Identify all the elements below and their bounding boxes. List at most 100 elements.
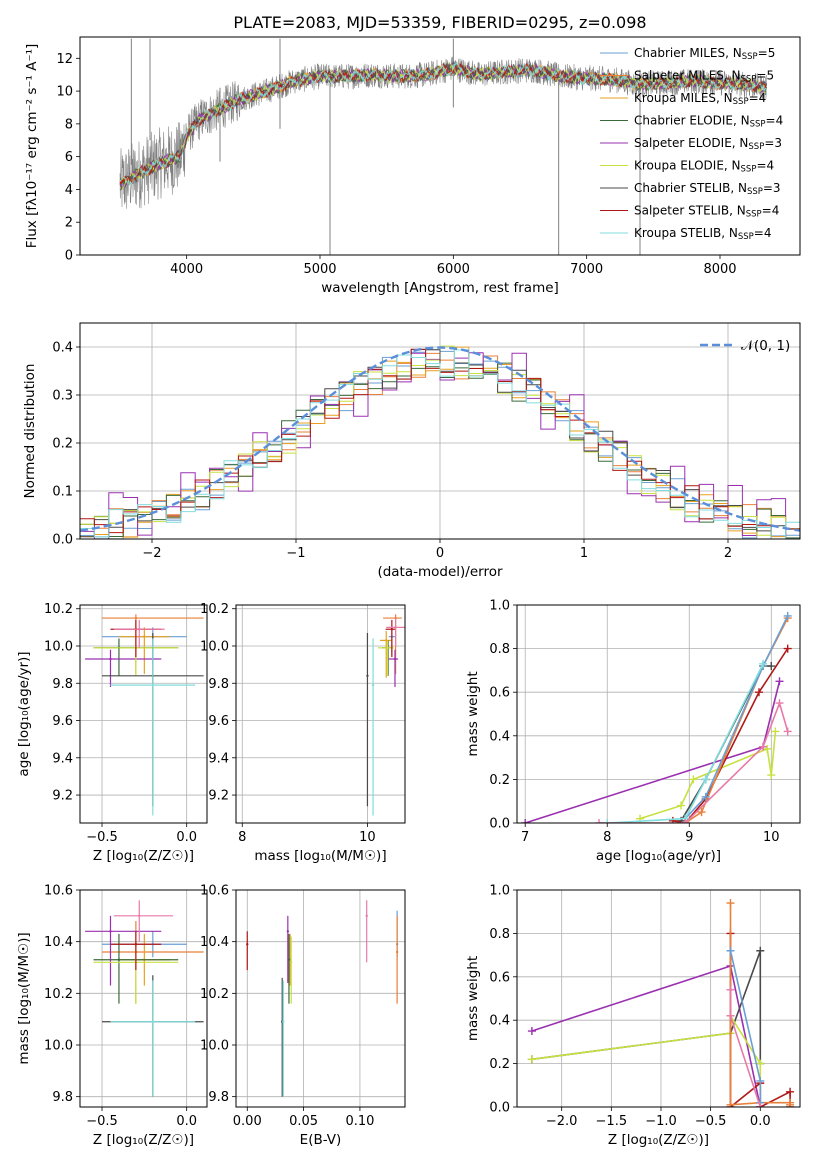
legend-suffix: =5	[758, 46, 776, 60]
series-marker	[603, 819, 612, 823]
data-point	[117, 958, 121, 961]
legend-label: Chabrier MILES, NSSP=5	[634, 46, 775, 62]
y-tick-label: 10.6	[200, 884, 229, 899]
x-axis-label: wavelength [Angstrom, rest frame]	[321, 280, 559, 296]
series-marker	[726, 946, 735, 955]
x-tick-label: 1	[580, 546, 588, 561]
data-point	[138, 914, 141, 918]
y-tick-label: 10.4	[200, 935, 229, 950]
data-point	[386, 646, 389, 650]
data-point	[134, 616, 138, 620]
data-point	[394, 626, 397, 629]
x-tick-label: 10	[763, 830, 780, 845]
y-tick-label: 1.0	[489, 599, 510, 614]
x-tick-label: 4000	[170, 262, 203, 277]
legend-subscript: SSP	[741, 75, 757, 85]
y-tick-label: 0.0	[489, 817, 510, 832]
data-point	[365, 914, 368, 918]
data-point	[371, 683, 375, 687]
x-tick-label: 2	[724, 546, 732, 561]
axes-frame	[235, 889, 406, 1108]
y-tick-label: 0.2	[489, 773, 510, 788]
model-spectrum-line	[119, 62, 767, 186]
mass_weight_vs_Z-plot-area	[527, 899, 795, 1107]
legend-label: Salpeter STELIB, NSSP=4	[634, 204, 779, 220]
data-point	[143, 635, 146, 638]
y-tick-label: 0.0	[52, 533, 73, 548]
legend-suffix: =3	[763, 181, 781, 195]
model-spectrum-line	[119, 61, 768, 188]
y-tick-label: 10.0	[200, 639, 229, 654]
x-tick-label: −2	[142, 546, 161, 561]
y-axis-label: mass weight	[465, 671, 481, 756]
series-marker	[756, 1103, 765, 1107]
series-line	[607, 663, 764, 823]
data-point	[393, 657, 397, 661]
age_vs_Z-plot-area	[85, 614, 204, 816]
y-tick-label: 10.2	[200, 602, 229, 617]
series-marker	[527, 1055, 536, 1064]
axes-frame	[516, 889, 801, 1108]
legend-subscript: SSP	[741, 165, 757, 175]
mass_weight_vs_age-panel: 7 8 9 10 0.0 0.2 0.4 0.6 0.8 1.0 age [log₁₀(age/yr…	[465, 599, 801, 864]
y-tick-label: 9.8	[208, 1090, 229, 1105]
y-tick-label: 10.0	[44, 639, 73, 654]
legend-suffix: =4	[762, 204, 780, 218]
x-tick-label: −0.5	[86, 1114, 118, 1129]
y-tick-label: 0.4	[489, 729, 510, 744]
x-tick-label: 8	[238, 830, 246, 845]
y-tick-label: 9.6	[52, 714, 73, 729]
legend-suffix: =4	[754, 226, 772, 240]
y-tick-label: 0.8	[489, 642, 510, 657]
y-tick-label: 9.2	[208, 789, 229, 804]
x-tick-label: 0.0	[176, 830, 197, 845]
series-marker	[756, 1076, 765, 1085]
age_vs_Z-panel: −0.5 0.0 9.2 9.4 9.6 9.8 10.0 10.2 Z [log₁₀(Z/Z☉…	[16, 602, 208, 864]
y-tick-label: 0.1	[52, 485, 73, 500]
series-line	[639, 731, 777, 820]
y-tick-label: 10.0	[44, 1039, 73, 1054]
data-point	[151, 1020, 155, 1023]
histogram-step-line	[80, 349, 800, 538]
series-marker	[786, 1087, 795, 1096]
y-axis-label: age [log₁₀(age/yr)]	[16, 651, 32, 776]
series-marker	[771, 727, 780, 736]
x-axis-label: Z [log₁₀(Z/Z☉)]	[608, 1132, 709, 1148]
age_vs_mass-panel: 8 10 9.2 9.4 9.6 9.8 10.0 10.2 mass [log₁₀(M/M☉)…	[200, 602, 406, 864]
mass_weight_vs_age-plot-area	[521, 611, 792, 823]
mass_vs_EBV-panel: 0.00 0.05 0.10 9.8 10.0 10.2 10.4 10.6 E(B-V)	[200, 884, 406, 1148]
spectrum-legend: Chabrier MILES, NSSP=5 Salpeter MILES, NS…	[600, 46, 783, 242]
histogram-step-line	[80, 349, 800, 539]
y-tick-label: 9.8	[52, 677, 73, 692]
series-marker	[786, 1100, 795, 1107]
legend-label: Salpeter ELODIE, NSSP=3	[634, 136, 782, 152]
data-point	[395, 950, 399, 954]
spectrum-plot-area	[119, 38, 768, 255]
data-point	[390, 628, 394, 631]
residual-plot-area	[80, 345, 800, 539]
spectrum-panel: 4000 5000 6000 7000 8000 0 2 4 6 8 10 12 wavelength …	[24, 36, 801, 296]
y-tick-label: 0.4	[489, 1014, 510, 1029]
model-spectrum-line	[119, 61, 768, 186]
legend-suffix: =4	[766, 114, 784, 128]
axes-frame	[235, 604, 406, 824]
x-tick-label: 10	[359, 830, 376, 845]
legend-suffix: =3	[764, 136, 782, 150]
figure-title: PLATE=2083, MJD=53359, FIBERID=0295, z=0…	[233, 13, 646, 32]
series-marker	[701, 775, 710, 784]
y-tick-label: 0.6	[489, 686, 510, 701]
legend-label: Chabrier ELODIE, NSSP=4	[634, 114, 783, 130]
mass_vs_Z-panel: −0.5 0.0 9.8 10.0 10.2 10.4 10.6 Z [log₁₀(Z/Z☉)…	[16, 884, 208, 1148]
axes-frame	[79, 322, 801, 540]
x-tick-label: 6000	[437, 262, 470, 277]
series-marker	[595, 819, 604, 823]
x-tick-label: 7	[521, 830, 529, 845]
y-tick-label: 0.4	[52, 341, 73, 356]
data-point	[290, 961, 293, 964]
legend-subscript: SSP	[750, 120, 766, 130]
series-marker	[783, 727, 792, 736]
series-marker	[783, 611, 792, 620]
y-tick-label: 8	[65, 117, 73, 132]
series-marker	[756, 1059, 765, 1068]
